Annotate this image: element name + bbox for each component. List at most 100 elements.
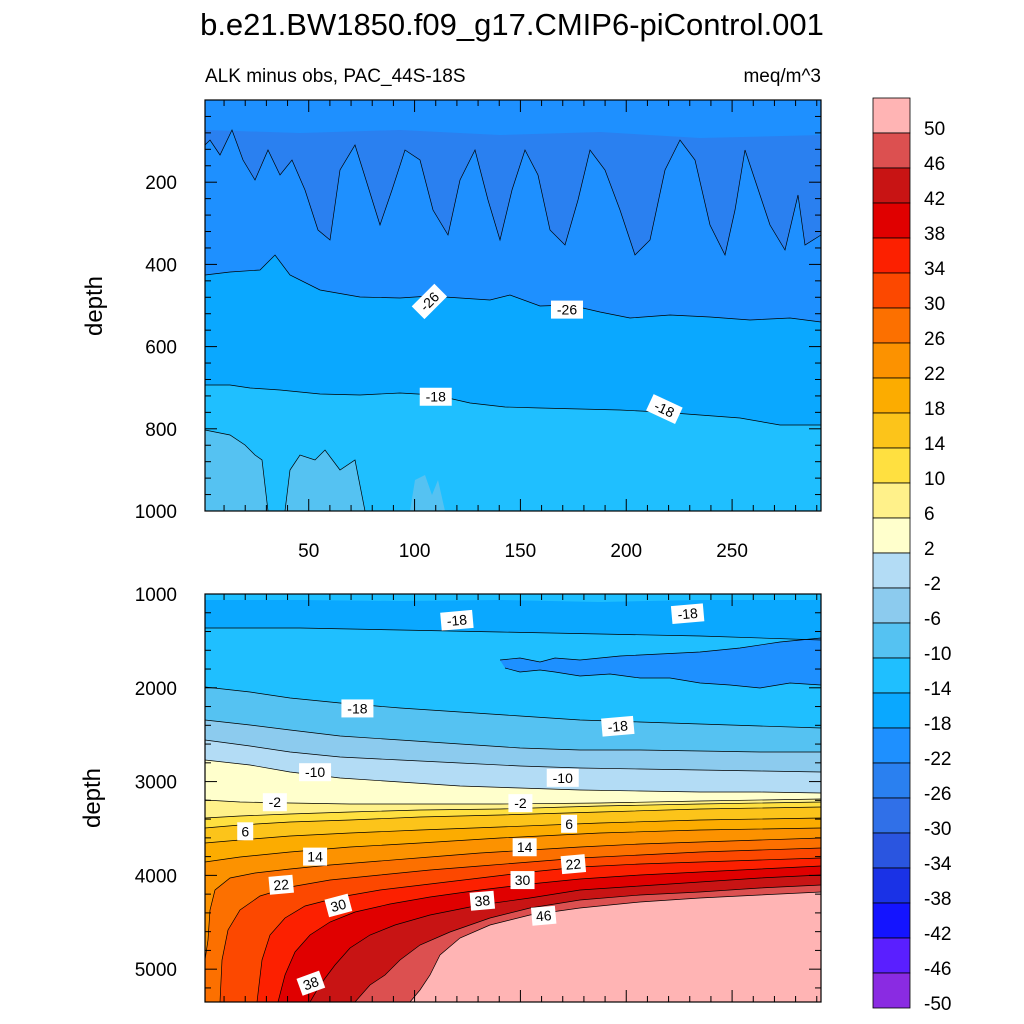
colorbar-tick-label: -14 (924, 679, 952, 700)
upper-band-neg14b (285, 450, 365, 511)
colorbar-swatch (872, 587, 911, 624)
contour-label-box (262, 793, 287, 812)
colorbar-swatch (872, 937, 911, 974)
contour-label-box (237, 822, 254, 841)
colorbar-tick-label: 18 (924, 399, 945, 420)
lower-contour-labels: -18 -18 -18 -18 -10 -10 -2 -2 6 6 14 14 22 22 30 30 38 46… (237, 603, 705, 996)
colorbar: 50 46 42 38 34 30 26 22 18 14 10 6 2 -2 -6 -10 -14 -18 -22… (872, 97, 952, 1015)
y-tick-label: 3000 (135, 773, 177, 794)
contour-label-text: 22 (273, 876, 290, 893)
colorbar-swatch (872, 97, 911, 134)
y-tick-label: 600 (145, 338, 177, 359)
colorbar-tick-label: -50 (924, 994, 951, 1015)
colorbar-tick-label: 42 (924, 189, 945, 210)
colorbar-swatch (872, 307, 911, 344)
contour-label: -18 (341, 699, 374, 718)
colorbar-swatch (872, 447, 911, 484)
colorbar-swatch (872, 657, 911, 694)
colorbar-swatch (872, 377, 911, 414)
colorbar-swatch (872, 762, 911, 799)
contour-label: -18 (646, 394, 683, 424)
colorbar-swatch (872, 797, 911, 834)
contour-label-box (268, 874, 294, 895)
x-tick-label: 50 (298, 541, 319, 562)
colorbar-tick-label: 26 (924, 329, 945, 350)
colorbar-tick-label: 34 (924, 259, 946, 280)
upper-contour-lines (205, 129, 821, 511)
contour-label-box (512, 838, 537, 857)
contour-label-box (419, 387, 452, 406)
contour-label: -18 (440, 609, 474, 631)
colorbar-tick-label: -18 (924, 714, 951, 735)
upper-band-neg14 (205, 430, 268, 511)
colorbar-swatch (872, 622, 911, 659)
contour-label-box (341, 699, 374, 718)
chart-subtitle-left: ALK minus obs, PAC_44S-18S (205, 66, 466, 87)
colorbar-swatch (872, 692, 911, 729)
colorbar-tick-label: 2 (924, 539, 935, 560)
contour-label: 30 (510, 871, 535, 890)
colorbar-tick-label: 6 (924, 504, 935, 525)
colorbar-tick-label: -10 (924, 644, 951, 665)
contour-label-text: -26 (557, 302, 577, 318)
colorbar-tick-label: -38 (924, 889, 951, 910)
colorbar-tick-label: 46 (924, 154, 945, 175)
colorbar-swatch (872, 167, 911, 204)
y-tick-label: 1000 (135, 585, 177, 606)
contour-label-box (550, 300, 583, 319)
colorbar-swatch (872, 342, 911, 379)
chart-title: b.e21.BW1850.f09_g17.CMIP6-piControl.001 (200, 7, 824, 42)
colorbar-tick-label: -22 (924, 749, 951, 770)
contour-label-box (560, 854, 587, 875)
lower-contour-fill (205, 594, 821, 1002)
y-tick-label: 2000 (135, 679, 177, 700)
contour-label-text: -2 (514, 795, 527, 811)
contour-label-text: 6 (241, 823, 249, 839)
upper-band-neg30 (205, 100, 821, 255)
lower-band-neg18 (205, 594, 821, 640)
contour-label-text: 38 (474, 892, 491, 909)
colorbar-tick-label: 10 (924, 469, 945, 490)
lower-plot-frame (204, 593, 822, 1003)
contour-label-box (440, 609, 474, 631)
contour-label: -18 (670, 603, 705, 625)
contour-label: -2 (262, 793, 287, 812)
contour-label-box (469, 890, 496, 911)
colorbar-tick-label: -30 (924, 819, 951, 840)
contour-label: 14 (512, 838, 537, 857)
contour-label: -10 (546, 768, 579, 787)
chart-subtitle-right: meq/m^3 (743, 66, 821, 87)
colorbar-tick-label: 30 (924, 294, 945, 315)
contour-label-text: 14 (517, 839, 533, 855)
colorbar-tick-label: 50 (924, 119, 945, 140)
x-tick-label: 200 (610, 541, 642, 562)
contour-label-box (324, 893, 353, 918)
y-tick-label: 800 (145, 420, 177, 441)
upper-band-top (205, 100, 821, 138)
contour-label: 6 (561, 814, 578, 833)
y-tick-label: 4000 (135, 866, 177, 887)
upper-plot-frame (204, 99, 822, 512)
contour-label-text: 22 (565, 855, 582, 872)
x-tick-label: 250 (716, 541, 748, 562)
contour-label-box (510, 871, 535, 890)
contour-label-text: 30 (515, 872, 531, 888)
contour-label: 38 (469, 890, 496, 911)
contour-label: -10 (299, 763, 332, 782)
contour-label: 22 (560, 854, 587, 875)
contour-label-text: 46 (535, 907, 552, 924)
contour-label: 30 (324, 893, 353, 918)
contour-label-text: -10 (553, 770, 573, 786)
contour-label: 14 (303, 847, 328, 866)
lower-band-top (205, 594, 821, 602)
contour-label-text: -10 (305, 764, 325, 780)
colorbar-tick-label: -26 (924, 784, 951, 805)
colorbar-swatch (872, 237, 911, 274)
lower-axis-ticks: 1000 2000 3000 4000 5000 (135, 585, 821, 1002)
colorbar-swatch (872, 727, 911, 764)
colorbar-swatch (872, 202, 911, 239)
contour-label-box (601, 715, 635, 737)
contour-label-text: -18 (652, 398, 677, 421)
contour-label-text: 6 (565, 816, 573, 832)
x-tick-label: 100 (399, 541, 431, 562)
